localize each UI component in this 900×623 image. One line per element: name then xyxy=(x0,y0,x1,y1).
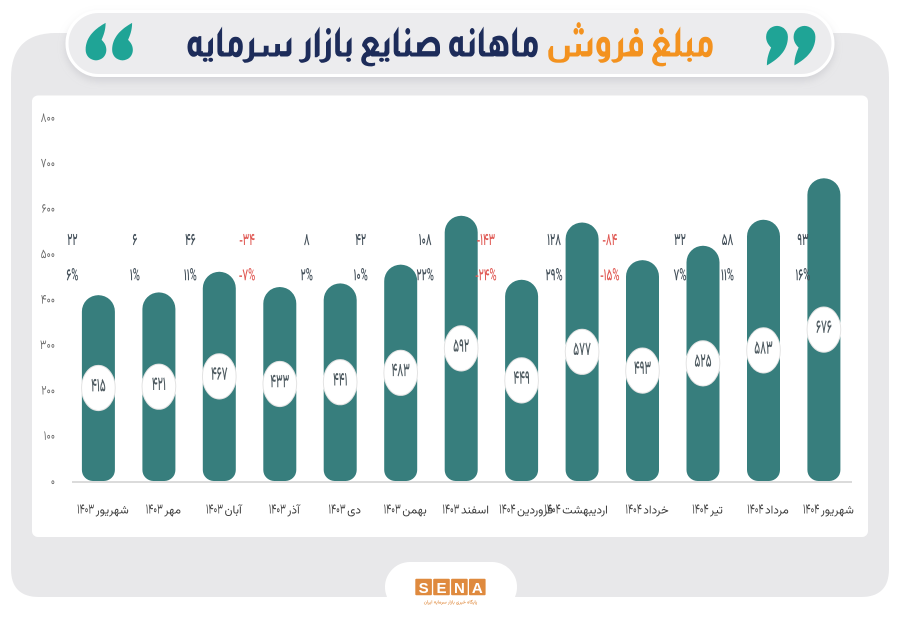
svg-text:E: E xyxy=(436,580,446,597)
svg-text:A: A xyxy=(472,580,483,597)
svg-text:N: N xyxy=(454,580,465,597)
svg-text:S: S xyxy=(419,580,429,597)
